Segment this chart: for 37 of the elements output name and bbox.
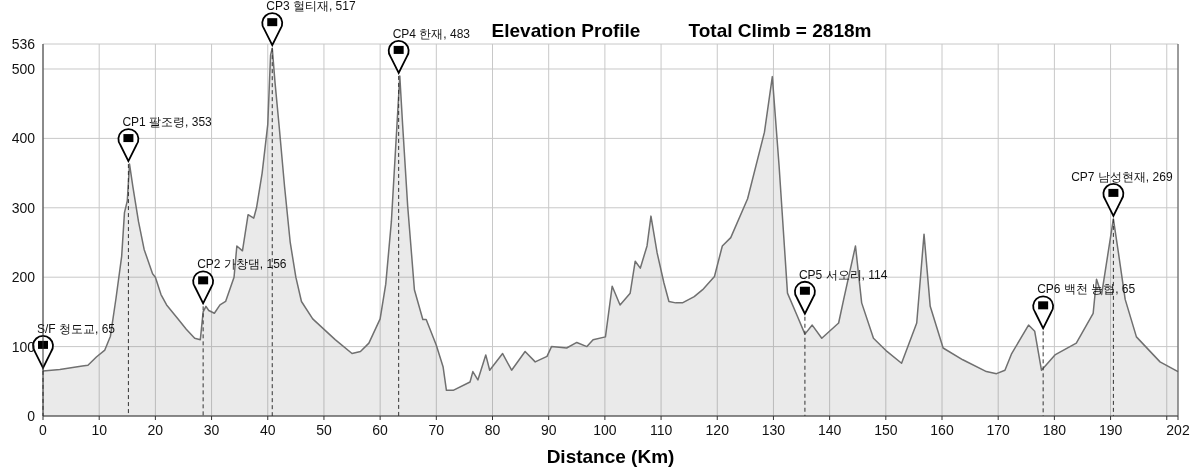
ref-line-label: CP3 헐티재, 517 [266, 0, 356, 14]
x-tick-label: 60 [372, 422, 389, 438]
x-tick-label: 90 [540, 422, 557, 438]
ref-line-label: CP1 팔조령, 353 [122, 115, 213, 130]
x-tick-label: 100 [593, 422, 617, 438]
x-tick-label: 190 [1098, 422, 1123, 438]
y-tick-label: 500 [11, 60, 36, 77]
x-tick-label: 160 [930, 422, 954, 438]
x-tick-label: 140 [817, 422, 842, 438]
x-tick-label: 70 [428, 422, 445, 438]
y-tick-label: 400 [11, 130, 36, 147]
x-tick-label: 202 [1166, 422, 1190, 438]
ref-line-label: CP2 가창댐, 156 [197, 257, 287, 272]
y-tick-label: 0 [27, 408, 36, 424]
ref-line-label: CP4 한재, 483 [392, 26, 471, 41]
x-tick-label: 120 [705, 422, 730, 438]
y-tick-label: 300 [11, 199, 36, 216]
x-tick-label: 50 [316, 422, 332, 438]
ref-line-label: CP6 백천 농협, 65 [1037, 282, 1136, 297]
ref-line-label: S/F 청도교, 65 [37, 321, 116, 336]
y-tick-label: 536 [11, 36, 36, 52]
chart-title: Elevation Profile [491, 20, 641, 41]
ref-line-label: CP7 남성현재, 269 [1071, 169, 1173, 184]
x-axis-title: Distance (Km) [546, 446, 675, 467]
x-tick-label: 130 [761, 422, 786, 438]
x-tick-label: 20 [147, 422, 164, 438]
x-tick-label: 30 [203, 422, 220, 438]
chart-subtitle: Total Climb = 2818m [688, 20, 872, 41]
x-tick-label: 40 [259, 422, 276, 438]
x-tick-label: 150 [874, 422, 898, 438]
y-tick-label: 200 [11, 269, 36, 286]
x-tick-label: 170 [986, 422, 1011, 438]
x-tick-label: 0 [39, 422, 48, 438]
x-tick-label: 10 [91, 422, 108, 438]
x-tick-label: 80 [484, 422, 501, 438]
x-tick-label: 180 [1042, 422, 1067, 438]
x-tick-label: 110 [649, 422, 673, 438]
